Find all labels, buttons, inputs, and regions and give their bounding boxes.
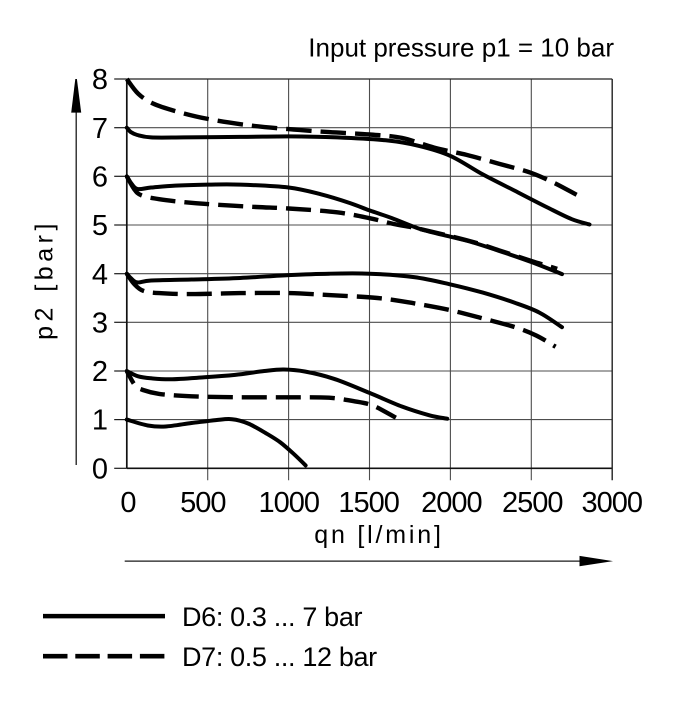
svg-text:1500: 1500 (338, 487, 399, 519)
svg-text:Input pressure p1 = 10 bar: Input pressure p1 = 10 bar (308, 33, 614, 63)
svg-text:1: 1 (92, 405, 107, 437)
svg-text:3000: 3000 (582, 487, 643, 519)
svg-text:0: 0 (92, 453, 107, 485)
svg-text:2: 2 (92, 356, 107, 388)
svg-text:qn [l/min]: qn [l/min] (314, 521, 443, 549)
svg-text:2000: 2000 (421, 487, 482, 519)
svg-text:1000: 1000 (258, 487, 319, 519)
svg-text:D7: 0.5 ... 12 bar: D7: 0.5 ... 12 bar (182, 642, 377, 672)
svg-text:7: 7 (92, 113, 107, 145)
svg-text:4: 4 (92, 259, 108, 291)
svg-text:5: 5 (92, 210, 107, 242)
svg-text:D6: 0.3 ... 7 bar: D6: 0.3 ... 7 bar (182, 602, 363, 632)
svg-text:6: 6 (92, 161, 107, 193)
svg-text:8: 8 (92, 64, 107, 96)
svg-text:0: 0 (120, 487, 135, 519)
svg-text:500: 500 (180, 487, 225, 519)
svg-text:2500: 2500 (502, 487, 563, 519)
svg-text:p2 [bar]: p2 [bar] (31, 219, 59, 340)
svg-text:3: 3 (92, 307, 107, 339)
